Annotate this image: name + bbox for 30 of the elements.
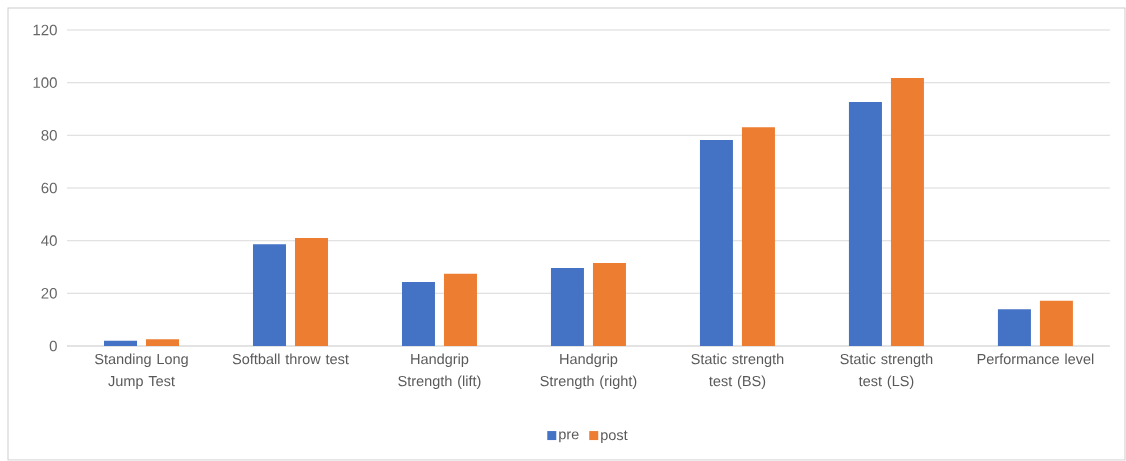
x-tick-label: Static strength test (BS) <box>691 353 784 390</box>
bar <box>997 309 1031 346</box>
bar <box>848 101 882 346</box>
x-tick-label: Handgrip Strength (lift) <box>398 353 481 390</box>
y-tick-label: 80 <box>41 130 57 141</box>
y-tick-label: 20 <box>41 288 57 299</box>
bar <box>252 244 286 346</box>
bar <box>699 140 733 346</box>
bar <box>1039 300 1073 346</box>
y-tick-label: 120 <box>33 24 57 36</box>
bar <box>294 238 328 346</box>
bar <box>443 273 477 346</box>
x-tick-label: Softball throw test <box>232 353 349 365</box>
y-tick-label: 60 <box>41 182 57 194</box>
legend-label: post <box>601 430 628 444</box>
x-tick-label: Static strength test (LS) <box>840 353 933 390</box>
y-tick-label: 100 <box>33 77 57 88</box>
legend-label: pre <box>559 431 579 443</box>
bar <box>890 77 924 346</box>
bar <box>550 268 584 346</box>
y-tick-label: 40 <box>41 235 57 246</box>
bar <box>401 282 435 346</box>
y-tick-label: 0 <box>49 340 57 352</box>
bar <box>592 263 626 346</box>
x-tick-label: Performance level <box>977 353 1094 365</box>
x-tick-label: Handgrip Strength (right) <box>540 353 637 390</box>
bar <box>104 340 137 346</box>
x-tick-label: Standing Long Jump Test <box>94 353 188 390</box>
bar <box>146 339 179 346</box>
bar <box>741 127 775 346</box>
